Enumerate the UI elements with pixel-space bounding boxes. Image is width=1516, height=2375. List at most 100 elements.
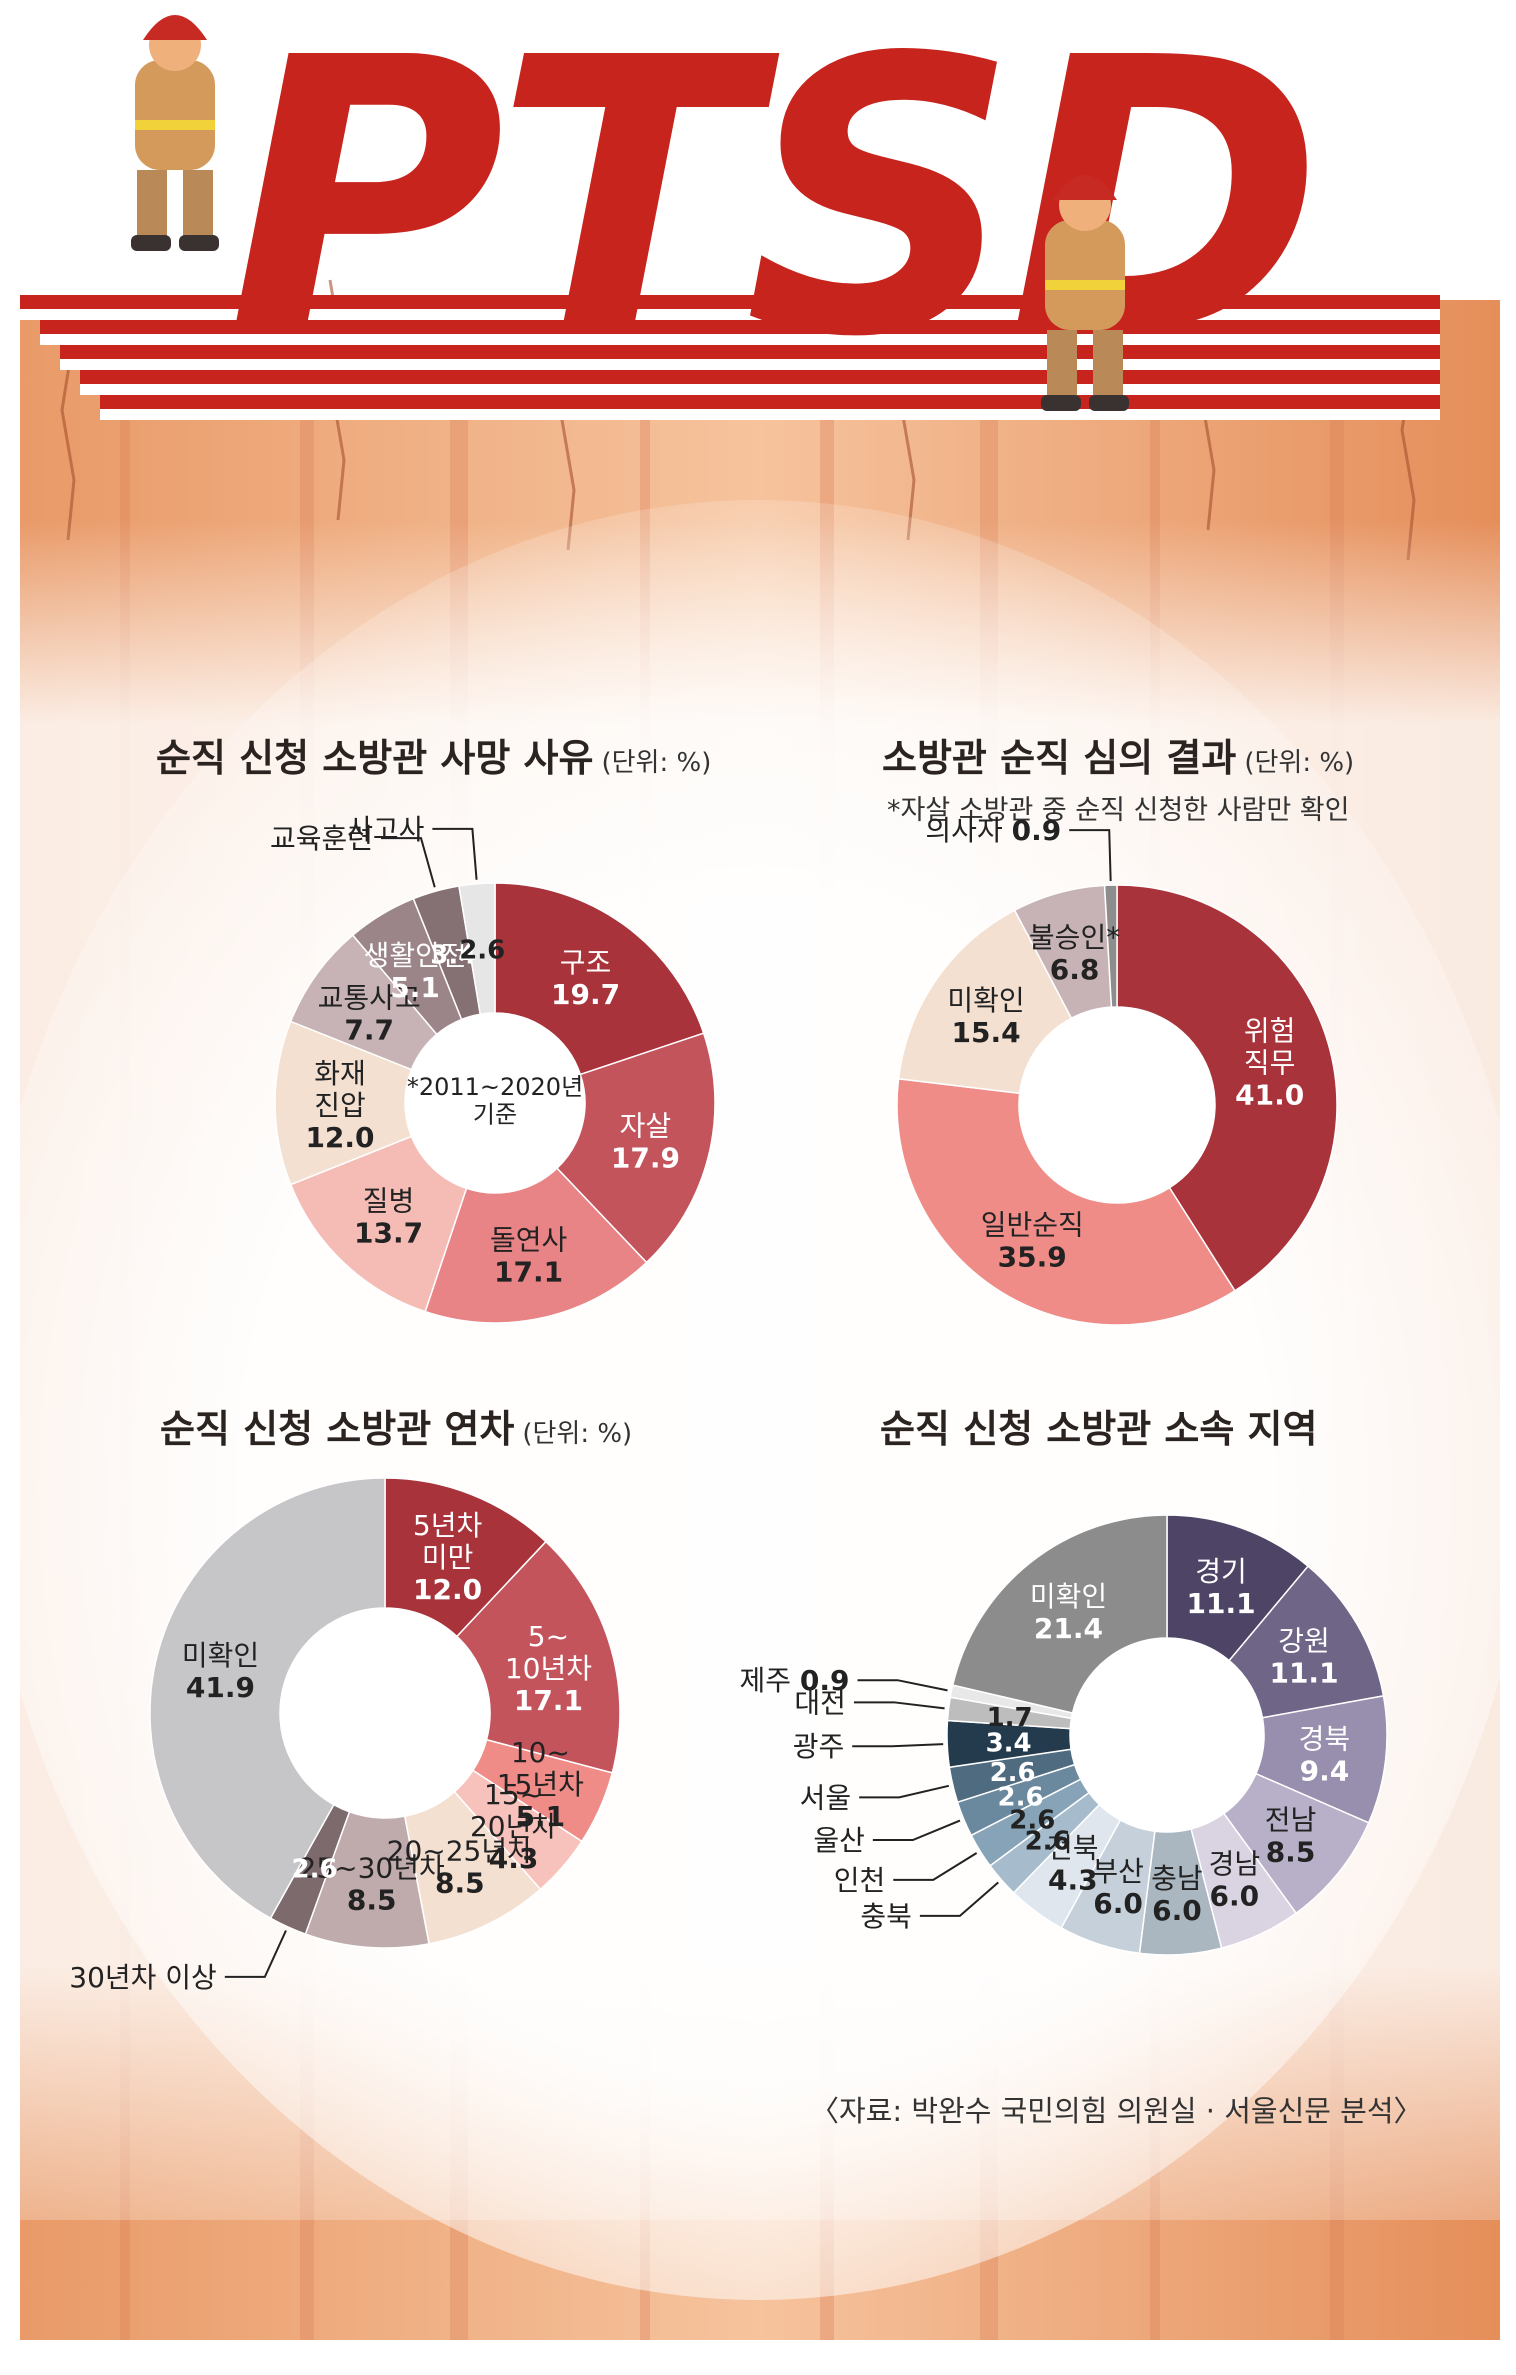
slice-label-group: 25~30년차 8.5 bbox=[299, 1851, 445, 1916]
slice-label: 울산 bbox=[813, 1824, 865, 1857]
slice-value: 2.6 bbox=[459, 936, 505, 966]
slice-label: 경남 6.0 bbox=[1209, 1847, 1261, 1912]
donut-hole bbox=[405, 1013, 585, 1193]
slice-value: 2.6 bbox=[292, 1855, 338, 1885]
slice-name: 돌연사 bbox=[490, 1223, 567, 1256]
slice-value: 17.9 bbox=[611, 1141, 680, 1174]
slice-value: 15.4 bbox=[952, 1016, 1021, 1049]
slice-label-group: 생활안전 5.1 bbox=[364, 939, 467, 1004]
slice-label: 10~ 15년차 5.1 bbox=[497, 1736, 584, 1833]
leader-line bbox=[872, 1819, 961, 1842]
slice-name: 미만 bbox=[422, 1541, 474, 1574]
slice-label-group: 부산 6.0 bbox=[1092, 1855, 1144, 1920]
slice-value: 8.5 bbox=[435, 1867, 485, 1900]
firefighter-reflective-band bbox=[135, 120, 215, 130]
firefighter-leg-left bbox=[1047, 330, 1077, 400]
slice-label-group: 전북 4.3 bbox=[1047, 1831, 1099, 1896]
donut-center-note: *2011~2020년 기준 bbox=[407, 1073, 583, 1129]
slice-label-group: 5년차 미만 12.0 bbox=[413, 1509, 482, 1606]
slice-label: 교육훈련 bbox=[270, 822, 373, 855]
firefighter-boot-right bbox=[179, 235, 219, 251]
slice-label: 25~30년차 8.5 bbox=[299, 1851, 445, 1916]
leader-line bbox=[432, 827, 478, 880]
slice-label: 경기 11.1 bbox=[1187, 1555, 1256, 1620]
slice-value: 6.0 bbox=[1093, 1887, 1143, 1920]
leader-line bbox=[857, 1679, 948, 1692]
donut-hole bbox=[1070, 1638, 1264, 1832]
slice-value: 21.4 bbox=[1034, 1612, 1103, 1645]
slice-name: 전북 bbox=[1047, 1831, 1099, 1864]
slice-label-group: 20~25년차 8.5 bbox=[387, 1835, 533, 1900]
slice-name: 화재 bbox=[314, 1057, 366, 1090]
slice-value: 9.4 bbox=[1300, 1754, 1350, 1787]
slice-label: 제주 0.9 bbox=[739, 1664, 849, 1697]
slice-name: 교통사고 bbox=[318, 981, 421, 1014]
slice-label-group: 위험 직무 41.0 bbox=[1235, 1015, 1304, 1112]
leader-line bbox=[381, 837, 436, 888]
slice-value: 11.1 bbox=[1187, 1587, 1256, 1620]
leader-line bbox=[853, 1701, 945, 1710]
donut-hole bbox=[280, 1608, 490, 1818]
slice-value: 6.0 bbox=[1210, 1879, 1260, 1912]
slice-label: 인천 bbox=[834, 1864, 886, 1897]
slice-label: 화재 진압 12.0 bbox=[305, 1057, 374, 1154]
firefighter-boot-left bbox=[131, 235, 171, 251]
firefighter-leg-right bbox=[1093, 330, 1123, 400]
backdrop-white-stripe bbox=[40, 334, 1440, 345]
slice-label-group: 교통사고 7.7 bbox=[318, 981, 421, 1046]
slice-label-group: 미확인 41.9 bbox=[182, 1639, 259, 1704]
slice-value: 41.9 bbox=[186, 1671, 255, 1704]
donut-center-note-line: 기준 bbox=[473, 1101, 517, 1129]
slice-label-group: 5~ 10년차 17.1 bbox=[505, 1620, 592, 1717]
slice-label: 자살 17.9 bbox=[611, 1109, 680, 1174]
slice-value: 3.4 bbox=[986, 1728, 1032, 1758]
slice-label: 미확인 15.4 bbox=[947, 984, 1024, 1049]
slice-label: 5년차 미만 12.0 bbox=[413, 1509, 482, 1606]
slice-value: 17.1 bbox=[494, 1255, 563, 1288]
slice-label: 일반순직 35.9 bbox=[981, 1209, 1084, 1274]
firefighter-leg-right bbox=[183, 170, 213, 240]
slice-name: 미확인 bbox=[947, 984, 1024, 1017]
leader-line bbox=[1069, 829, 1112, 882]
slice-name: 생활안전 bbox=[364, 939, 467, 972]
slice-label: 질병 13.7 bbox=[354, 1185, 423, 1250]
slice-label-group: 경남 6.0 bbox=[1209, 1847, 1261, 1912]
firefighter-sitting-icon bbox=[1041, 175, 1129, 411]
backdrop-white-stripe bbox=[60, 359, 1440, 370]
donut-center-note-line: *2011~2020년 bbox=[407, 1073, 583, 1101]
chart-title-death-cause: 순직 신청 소방관 사망 사유 (단위: %) bbox=[156, 736, 712, 780]
slice-value: 0.9 bbox=[1012, 814, 1062, 847]
slice-value: 4.3 bbox=[1048, 1863, 1098, 1896]
slice-value: 5.1 bbox=[516, 1800, 566, 1833]
slice-label-group: 15~ 20년차 4.3 bbox=[470, 1778, 557, 1875]
slice-label: 위험 직무 41.0 bbox=[1235, 1015, 1304, 1112]
slice-name: 15~ bbox=[484, 1778, 543, 1811]
source-credit: 〈자료: 박완수 국민의힘 의원실 · 서울신문 분석〉 bbox=[810, 2094, 1423, 2128]
slice-name: 미확인 bbox=[182, 1639, 259, 1672]
slice-name: 10~ bbox=[511, 1736, 570, 1769]
slice-name: 경기 bbox=[1195, 1555, 1247, 1588]
donut-chart-region: 경기 11.1강원 11.1경북 9.4전남 8.5경남 6.0충남 6.0부산 6.0전북 4… bbox=[739, 1514, 1388, 1956]
slice-name: 경남 bbox=[1209, 1847, 1261, 1880]
slice-value: 2.6 bbox=[997, 1783, 1043, 1813]
slice-label: 5~ 10년차 17.1 bbox=[505, 1620, 592, 1717]
firefighter-reflective-band bbox=[1045, 280, 1125, 290]
slice-value: 5.1 bbox=[390, 971, 440, 1004]
slice-name: 5~ bbox=[528, 1620, 569, 1653]
firefighter-helmet bbox=[1053, 175, 1117, 200]
chart-title-region: 순직 신청 소방관 소속 지역 bbox=[880, 1407, 1318, 1451]
slice-label: 생활안전 5.1 bbox=[364, 939, 467, 1004]
slice-value: 1.7 bbox=[987, 1703, 1033, 1733]
slice-value: 41.0 bbox=[1235, 1079, 1304, 1112]
slice-name: 15년차 bbox=[497, 1768, 584, 1801]
slice-name: 5년차 bbox=[413, 1509, 482, 1542]
slice-value: 11.1 bbox=[1269, 1656, 1338, 1689]
slice-value: 8.5 bbox=[347, 1883, 397, 1916]
slice-label-group: 자살 17.9 bbox=[611, 1109, 680, 1174]
firefighter-boot-left bbox=[1041, 395, 1081, 411]
slice-label: 사고사 bbox=[347, 813, 424, 846]
donut-hole bbox=[1019, 1007, 1215, 1203]
slice-name: 전남 bbox=[1265, 1803, 1317, 1836]
slice-label-group: 미확인 15.4 bbox=[947, 984, 1024, 1049]
slice-label: 15~ 20년차 4.3 bbox=[470, 1778, 557, 1875]
